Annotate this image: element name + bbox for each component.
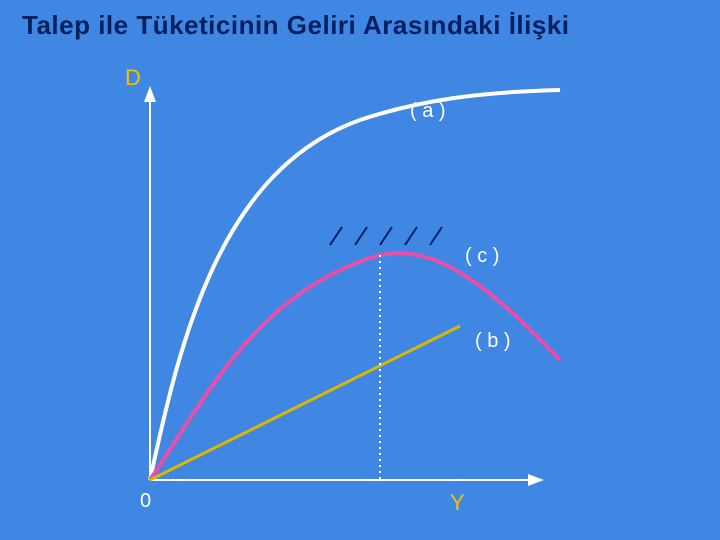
slide: Talep ile Tüketicinin Geliri Arasındaki … bbox=[0, 0, 720, 540]
origin-label: 0 bbox=[140, 490, 151, 513]
slide-title: Talep ile Tüketicinin Geliri Arasındaki … bbox=[22, 10, 570, 41]
curve-c bbox=[150, 253, 560, 480]
curve-c-label: ( c ) bbox=[465, 245, 499, 268]
curve-a bbox=[150, 90, 560, 480]
y-axis-label: D bbox=[125, 65, 141, 91]
chart-svg bbox=[120, 80, 600, 500]
curve-a-label: ( a ) bbox=[410, 100, 446, 123]
chart-area: D Y 0 ( a ) ( c ) ( b ) bbox=[120, 80, 600, 500]
x-axis-label: Y bbox=[450, 490, 465, 516]
curve-b bbox=[150, 326, 460, 480]
hatch-marks bbox=[330, 227, 442, 245]
curve-b-label: ( b ) bbox=[475, 330, 511, 353]
